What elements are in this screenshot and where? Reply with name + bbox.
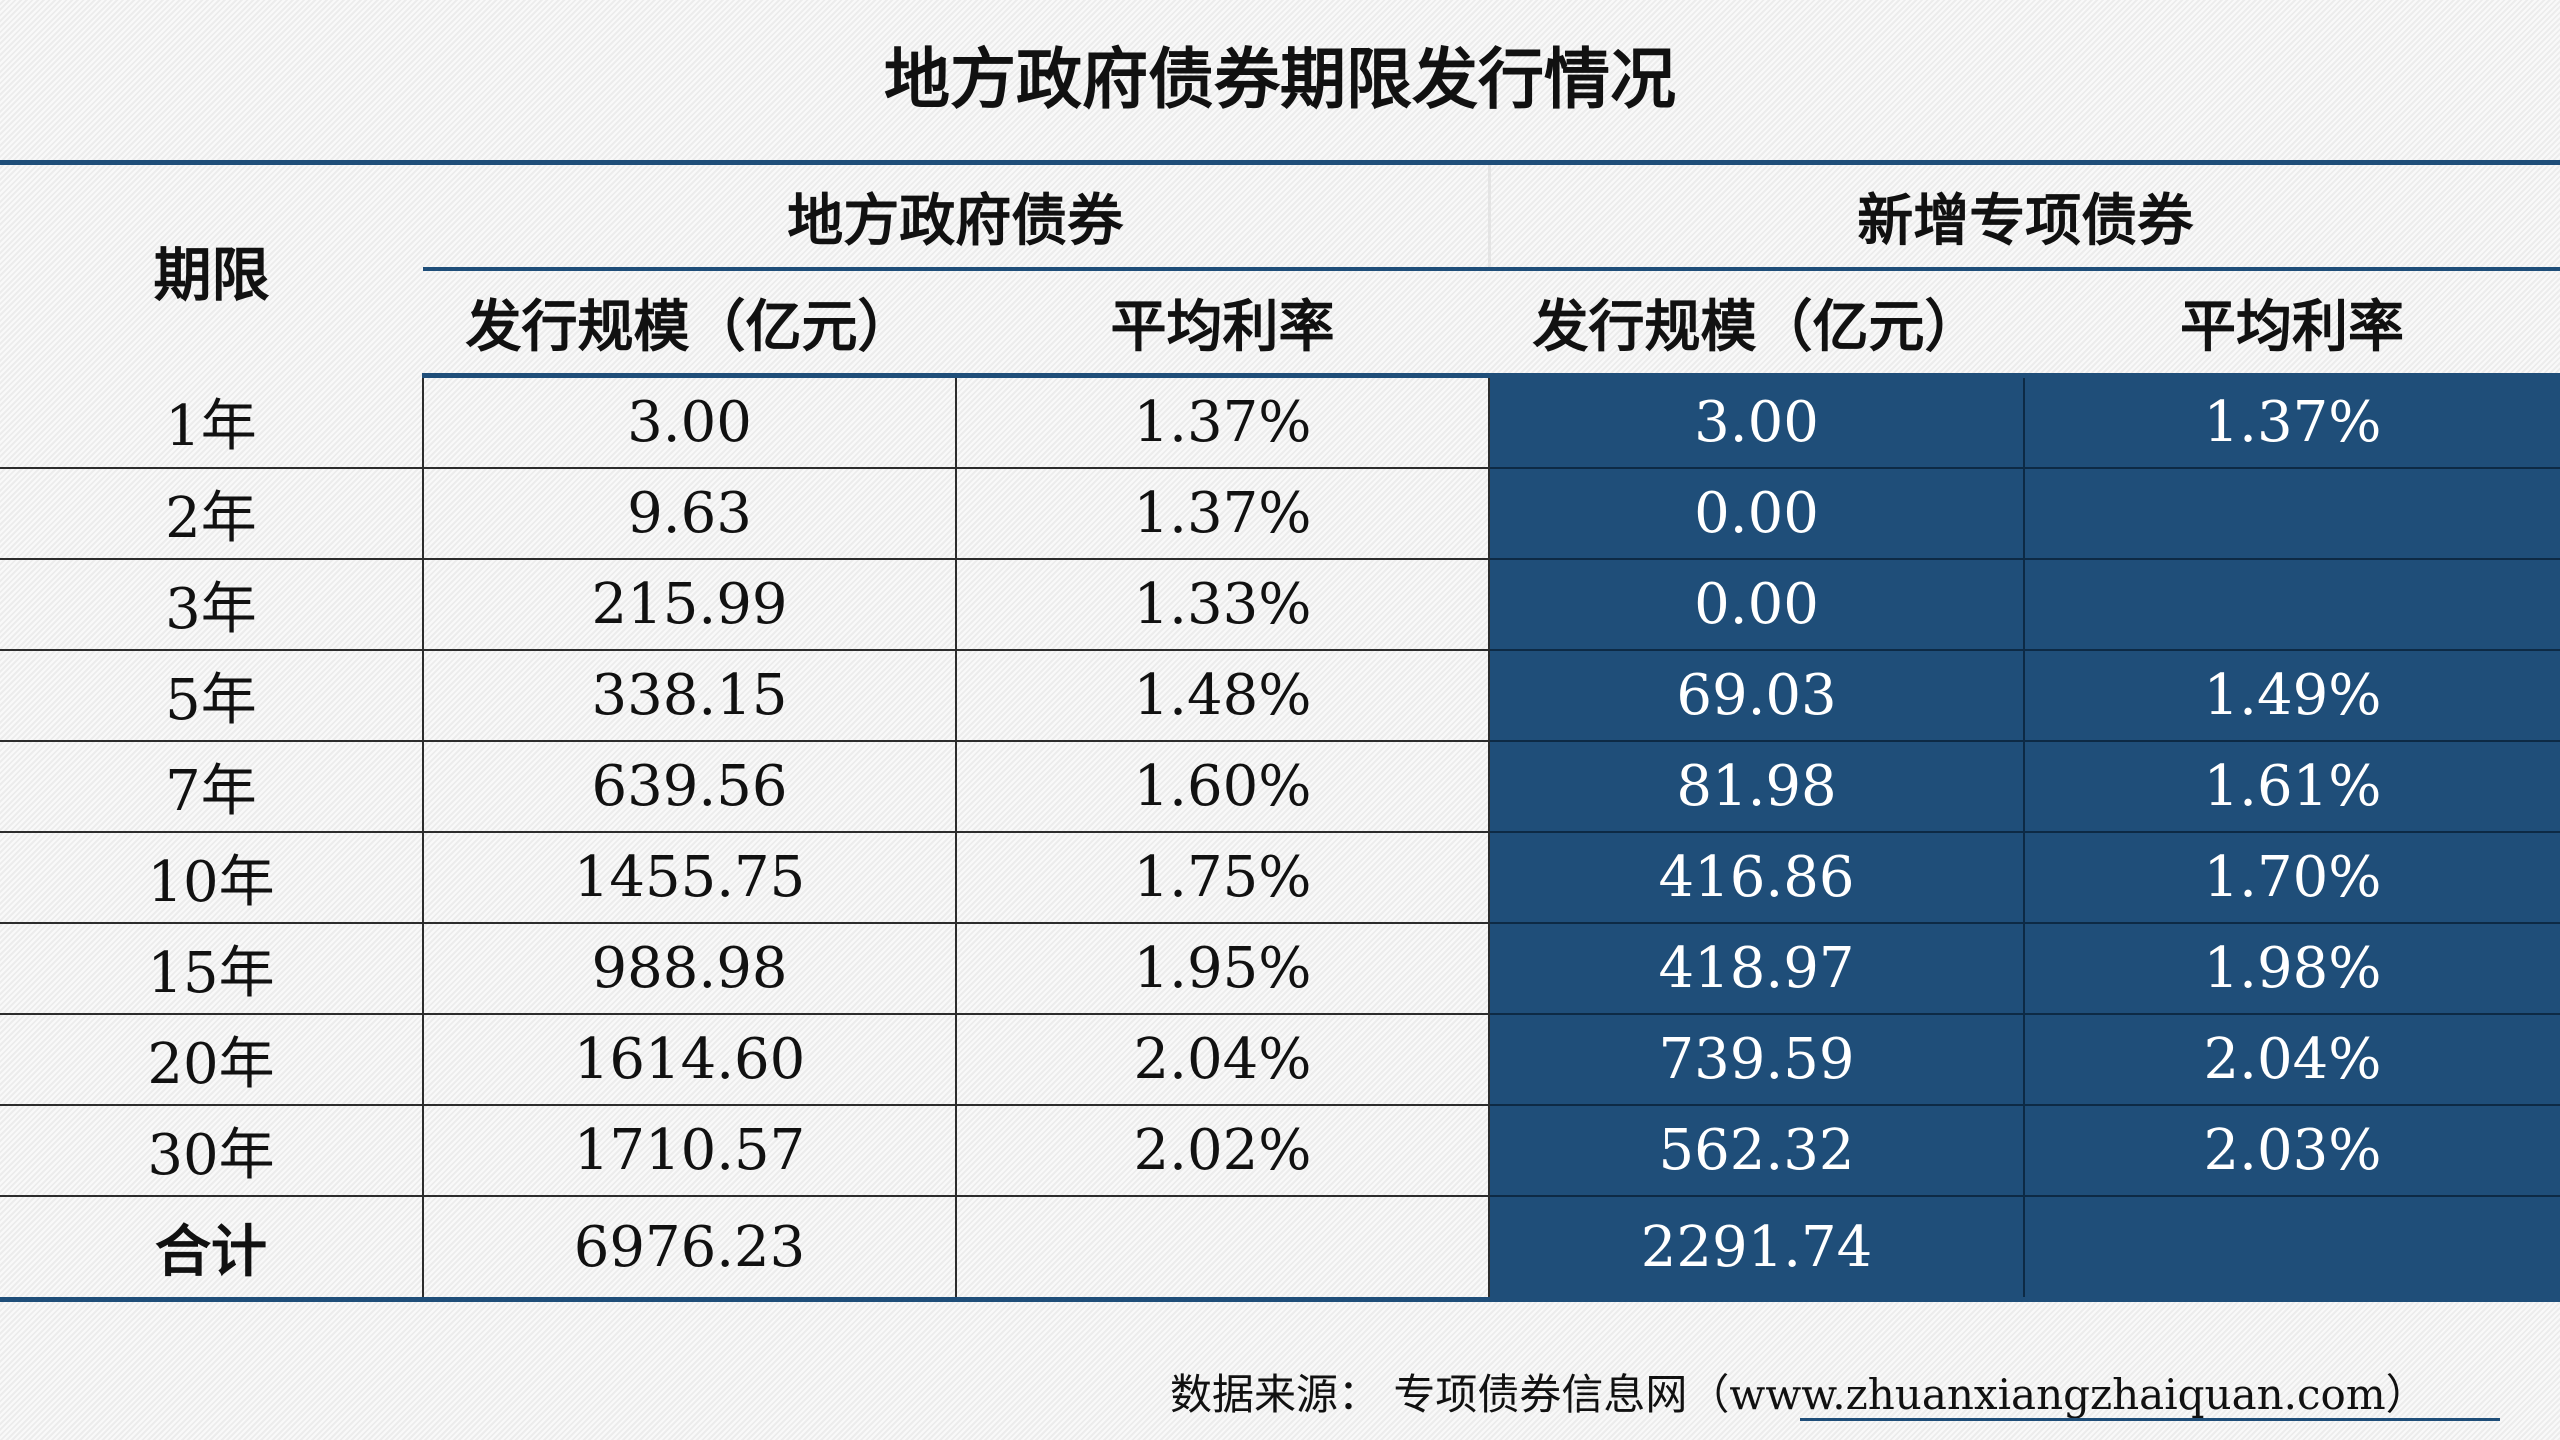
local-rate-cell: 2.02%	[956, 1105, 1490, 1197]
header-special-rate: 平均利率	[2024, 269, 2560, 378]
local-rate-cell: 1.33%	[956, 559, 1490, 651]
special-rate-cell: 1.61%	[2024, 741, 2560, 833]
bond-table: 期限 地方政府债券 新增专项债券 发行规模（亿元） 平均利率 发行规模（亿元） …	[0, 160, 2560, 1302]
data-source: 数据来源： 专项债券信息网（www.zhuanxiangzhaiquan.com…	[1170, 1360, 2428, 1430]
special-rate-cell: 1.98%	[2024, 923, 2560, 1015]
header-period: 期限	[0, 160, 423, 376]
special-scale-cell: 562.32	[1489, 1105, 2025, 1197]
special-rate-cell: 1.37%	[2024, 375, 2560, 469]
special-scale-cell: 3.00	[1489, 375, 2025, 469]
special-scale-cell: 81.98	[1489, 741, 2025, 833]
header-group-special: 新增专项债券	[1487, 160, 2560, 271]
special-scale-cell: 0.00	[1489, 559, 2025, 651]
local-rate-cell: 1.37%	[956, 468, 1490, 560]
local-scale-cell: 215.99	[423, 559, 957, 651]
period-cell: 合计	[0, 1196, 424, 1302]
table-row: 2年 9.63 1.37% 0.00	[0, 468, 2560, 560]
period-cell: 5年	[0, 650, 424, 742]
special-rate-cell: 1.49%	[2024, 650, 2560, 742]
local-scale-cell: 639.56	[423, 741, 957, 833]
special-rate-cell: 2.04%	[2024, 1014, 2560, 1106]
header-local-rate: 平均利率	[956, 269, 1489, 378]
page-title: 地方政府债券期限发行情况	[884, 41, 1676, 118]
special-scale-cell: 739.59	[1489, 1014, 2025, 1106]
special-scale-cell: 69.03	[1489, 650, 2025, 742]
source-site: 专项债券信息网（www.zhuanxiangzhaiquan.com）	[1393, 1370, 2428, 1419]
special-scale-cell: 0.00	[1489, 468, 2025, 560]
table-row: 10年 1455.75 1.75% 416.86 1.70%	[0, 832, 2560, 924]
period-cell: 15年	[0, 923, 424, 1015]
special-rate-cell: 1.70%	[2024, 832, 2560, 924]
local-rate-cell	[956, 1196, 1490, 1302]
local-scale-cell: 1614.60	[423, 1014, 957, 1106]
period-cell: 3年	[0, 559, 424, 651]
source-underline	[1800, 1418, 2500, 1421]
special-rate-cell	[2024, 559, 2560, 651]
local-scale-cell: 1455.75	[423, 832, 957, 924]
header-local-scale: 发行规模（亿元）	[423, 269, 956, 378]
local-rate-cell: 1.75%	[956, 832, 1490, 924]
local-scale-cell: 988.98	[423, 923, 957, 1015]
table-row: 1年 3.00 1.37% 3.00 1.37%	[0, 375, 2560, 469]
special-scale-cell: 418.97	[1489, 923, 2025, 1015]
table-row: 20年 1614.60 2.04% 739.59 2.04%	[0, 1014, 2560, 1106]
local-scale-cell: 3.00	[423, 375, 957, 469]
local-rate-cell: 1.95%	[956, 923, 1490, 1015]
local-scale-cell: 1710.57	[423, 1105, 957, 1197]
special-scale-cell: 416.86	[1489, 832, 2025, 924]
period-cell: 10年	[0, 832, 424, 924]
local-rate-cell: 1.60%	[956, 741, 1490, 833]
period-cell: 1年	[0, 375, 424, 469]
special-rate-cell	[2024, 468, 2560, 560]
period-cell: 2年	[0, 468, 424, 560]
table-row: 3年 215.99 1.33% 0.00	[0, 559, 2560, 651]
header-group-local: 地方政府债券	[423, 160, 1489, 271]
table-body: 1年 3.00 1.37% 3.00 1.37% 2年 9.63 1.37% 0.00 3年 215…	[0, 375, 2560, 1302]
local-rate-cell: 1.37%	[956, 375, 1490, 469]
source-label: 数据来源：	[1170, 1370, 1381, 1419]
table-row: 7年 639.56 1.60% 81.98 1.61%	[0, 741, 2560, 833]
header-special-scale: 发行规模（亿元）	[1489, 269, 2024, 378]
special-rate-cell: 2.03%	[2024, 1105, 2560, 1197]
period-cell: 30年	[0, 1105, 424, 1197]
special-rate-cell	[2024, 1196, 2560, 1302]
period-cell: 20年	[0, 1014, 424, 1106]
local-scale-cell: 9.63	[423, 468, 957, 560]
table-row: 15年 988.98 1.95% 418.97 1.98%	[0, 923, 2560, 1015]
local-rate-cell: 1.48%	[956, 650, 1490, 742]
table-row-total: 合计 6976.23 2291.74	[0, 1196, 2560, 1302]
local-scale-cell: 6976.23	[423, 1196, 957, 1302]
local-scale-cell: 338.15	[423, 650, 957, 742]
table-row: 30年 1710.57 2.02% 562.32 2.03%	[0, 1105, 2560, 1197]
special-scale-cell: 2291.74	[1489, 1196, 2025, 1302]
period-cell: 7年	[0, 741, 424, 833]
local-rate-cell: 2.04%	[956, 1014, 1490, 1106]
table-row: 5年 338.15 1.48% 69.03 1.49%	[0, 650, 2560, 742]
